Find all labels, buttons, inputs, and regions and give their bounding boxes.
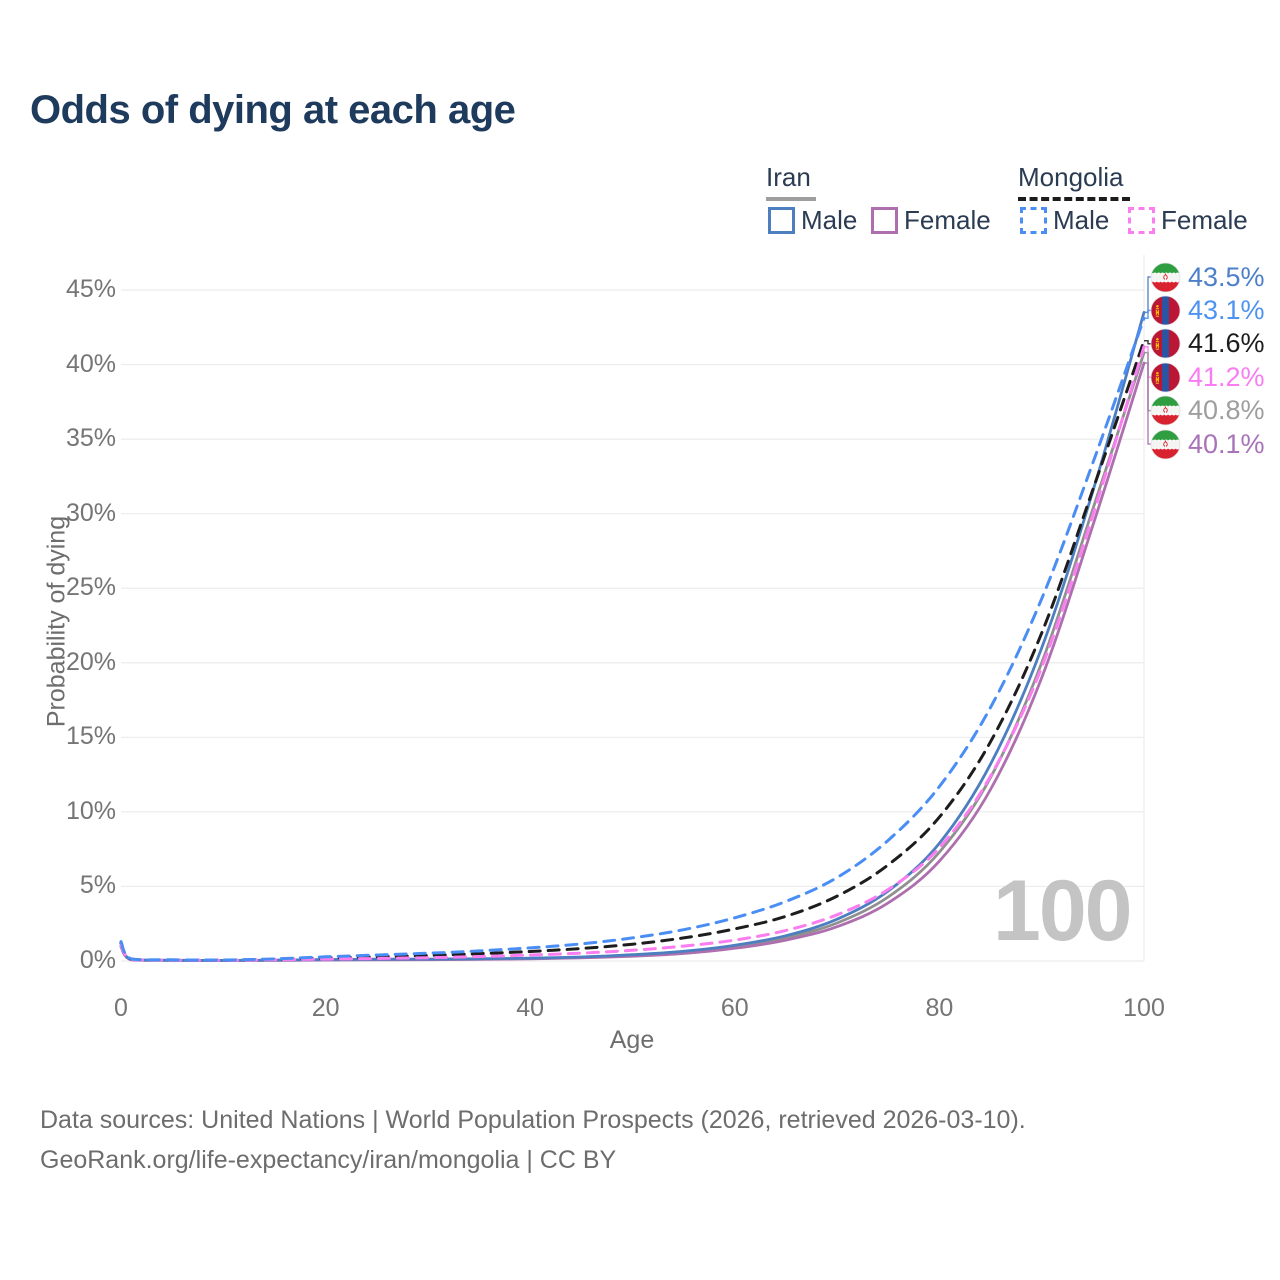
mongolia-male-swatch-icon: [1020, 207, 1047, 234]
line-mongolia-male[interactable]: [119, 316, 1146, 962]
end-label-mongolia-male: 43.1%: [1150, 294, 1265, 326]
line-iran-male[interactable]: [119, 311, 1146, 962]
end-label-iran-female: 40.1%: [1150, 428, 1265, 460]
iran-flag-icon: [1150, 395, 1181, 426]
x-tick-label: 60: [720, 994, 749, 1022]
x-tick-label: 100: [1123, 994, 1165, 1022]
x-tick-label: 20: [311, 994, 340, 1022]
legend-mongolia-male-label: Male: [1053, 205, 1110, 235]
leader-line-mongolia-male: [1144, 309, 1152, 320]
leader-line-mongolia: [1144, 339, 1152, 345]
x-axis-title: Age: [609, 1026, 655, 1054]
mongolia-female-swatch-icon: [1128, 207, 1155, 234]
x-tick-label: 40: [516, 994, 545, 1022]
legend-item-mongolia-female[interactable]: Female: [1128, 205, 1248, 236]
y-tick-label: 45%: [65, 275, 116, 303]
end-label-mongolia-female: 41.2%: [1150, 361, 1265, 393]
legend-item-iran-male[interactable]: Male: [768, 205, 857, 236]
y-tick-label: 5%: [79, 871, 116, 900]
end-value-label: 43.1%: [1188, 294, 1265, 325]
age-counter-watermark: 100: [993, 863, 1132, 959]
legend-item-iran-female[interactable]: Female: [871, 205, 991, 236]
end-value-label: 40.1%: [1188, 428, 1265, 459]
mongolia-flag-icon: [1150, 362, 1181, 393]
mongolia-flag-icon: [1150, 328, 1181, 359]
legend-item-mongolia-male[interactable]: Male: [1020, 205, 1109, 236]
y-tick-label: 0%: [79, 946, 116, 974]
legend-country-iran-label: Iran: [766, 162, 811, 192]
legend-iran-female-label: Female: [904, 205, 991, 235]
y-tick-label: 25%: [65, 573, 116, 602]
iran-flag-icon: [1150, 429, 1181, 460]
y-tick-label: 35%: [65, 424, 116, 453]
line-mongolia[interactable]: [119, 339, 1146, 962]
y-tick-label: 30%: [65, 498, 116, 527]
legend-country-mongolia-label: Mongolia: [1018, 162, 1124, 192]
attribution-line: GeoRank.org/life-expectancy/iran/mongoli…: [40, 1146, 617, 1174]
end-label-iran: 40.8%: [1150, 395, 1265, 427]
legend-iran-male-label: Male: [801, 205, 858, 235]
y-tick-label: 40%: [65, 349, 116, 378]
line-iran[interactable]: [119, 351, 1146, 962]
end-value-label: 40.8%: [1188, 395, 1265, 426]
leader-line-iran-female: [1144, 362, 1152, 445]
legend-country-mongolia[interactable]: Mongolia: [1018, 162, 1130, 201]
iran-flag-icon: [1150, 262, 1181, 293]
iran-line-style-sample: [766, 197, 816, 201]
mongolia-line-style-sample: [1018, 197, 1130, 201]
end-value-label: 43.5%: [1188, 261, 1265, 292]
end-label-mongolia: 41.6%: [1150, 328, 1265, 360]
leader-line-iran-male: [1144, 276, 1152, 314]
iran-female-swatch-icon: [871, 207, 898, 234]
mongolia-flag-icon: [1150, 295, 1181, 326]
end-value-label: 41.2%: [1188, 361, 1265, 392]
data-source-line: Data sources: United Nations | World Pop…: [40, 1106, 1026, 1134]
end-value-label: 41.6%: [1188, 328, 1265, 359]
legend-country-iran[interactable]: Iran: [766, 162, 816, 201]
y-tick-label: 15%: [65, 722, 116, 751]
end-label-iran-male: 43.5%: [1150, 261, 1265, 293]
page-title: Odds of dying at each age: [30, 88, 516, 132]
y-tick-label: 20%: [65, 647, 116, 676]
y-tick-label: 10%: [65, 796, 116, 825]
iran-male-swatch-icon: [768, 207, 795, 234]
x-tick-label: 80: [925, 994, 954, 1022]
x-tick-label: 0: [114, 994, 128, 1022]
legend-mongolia-female-label: Female: [1161, 205, 1248, 235]
line-iran-female[interactable]: [119, 361, 1146, 963]
